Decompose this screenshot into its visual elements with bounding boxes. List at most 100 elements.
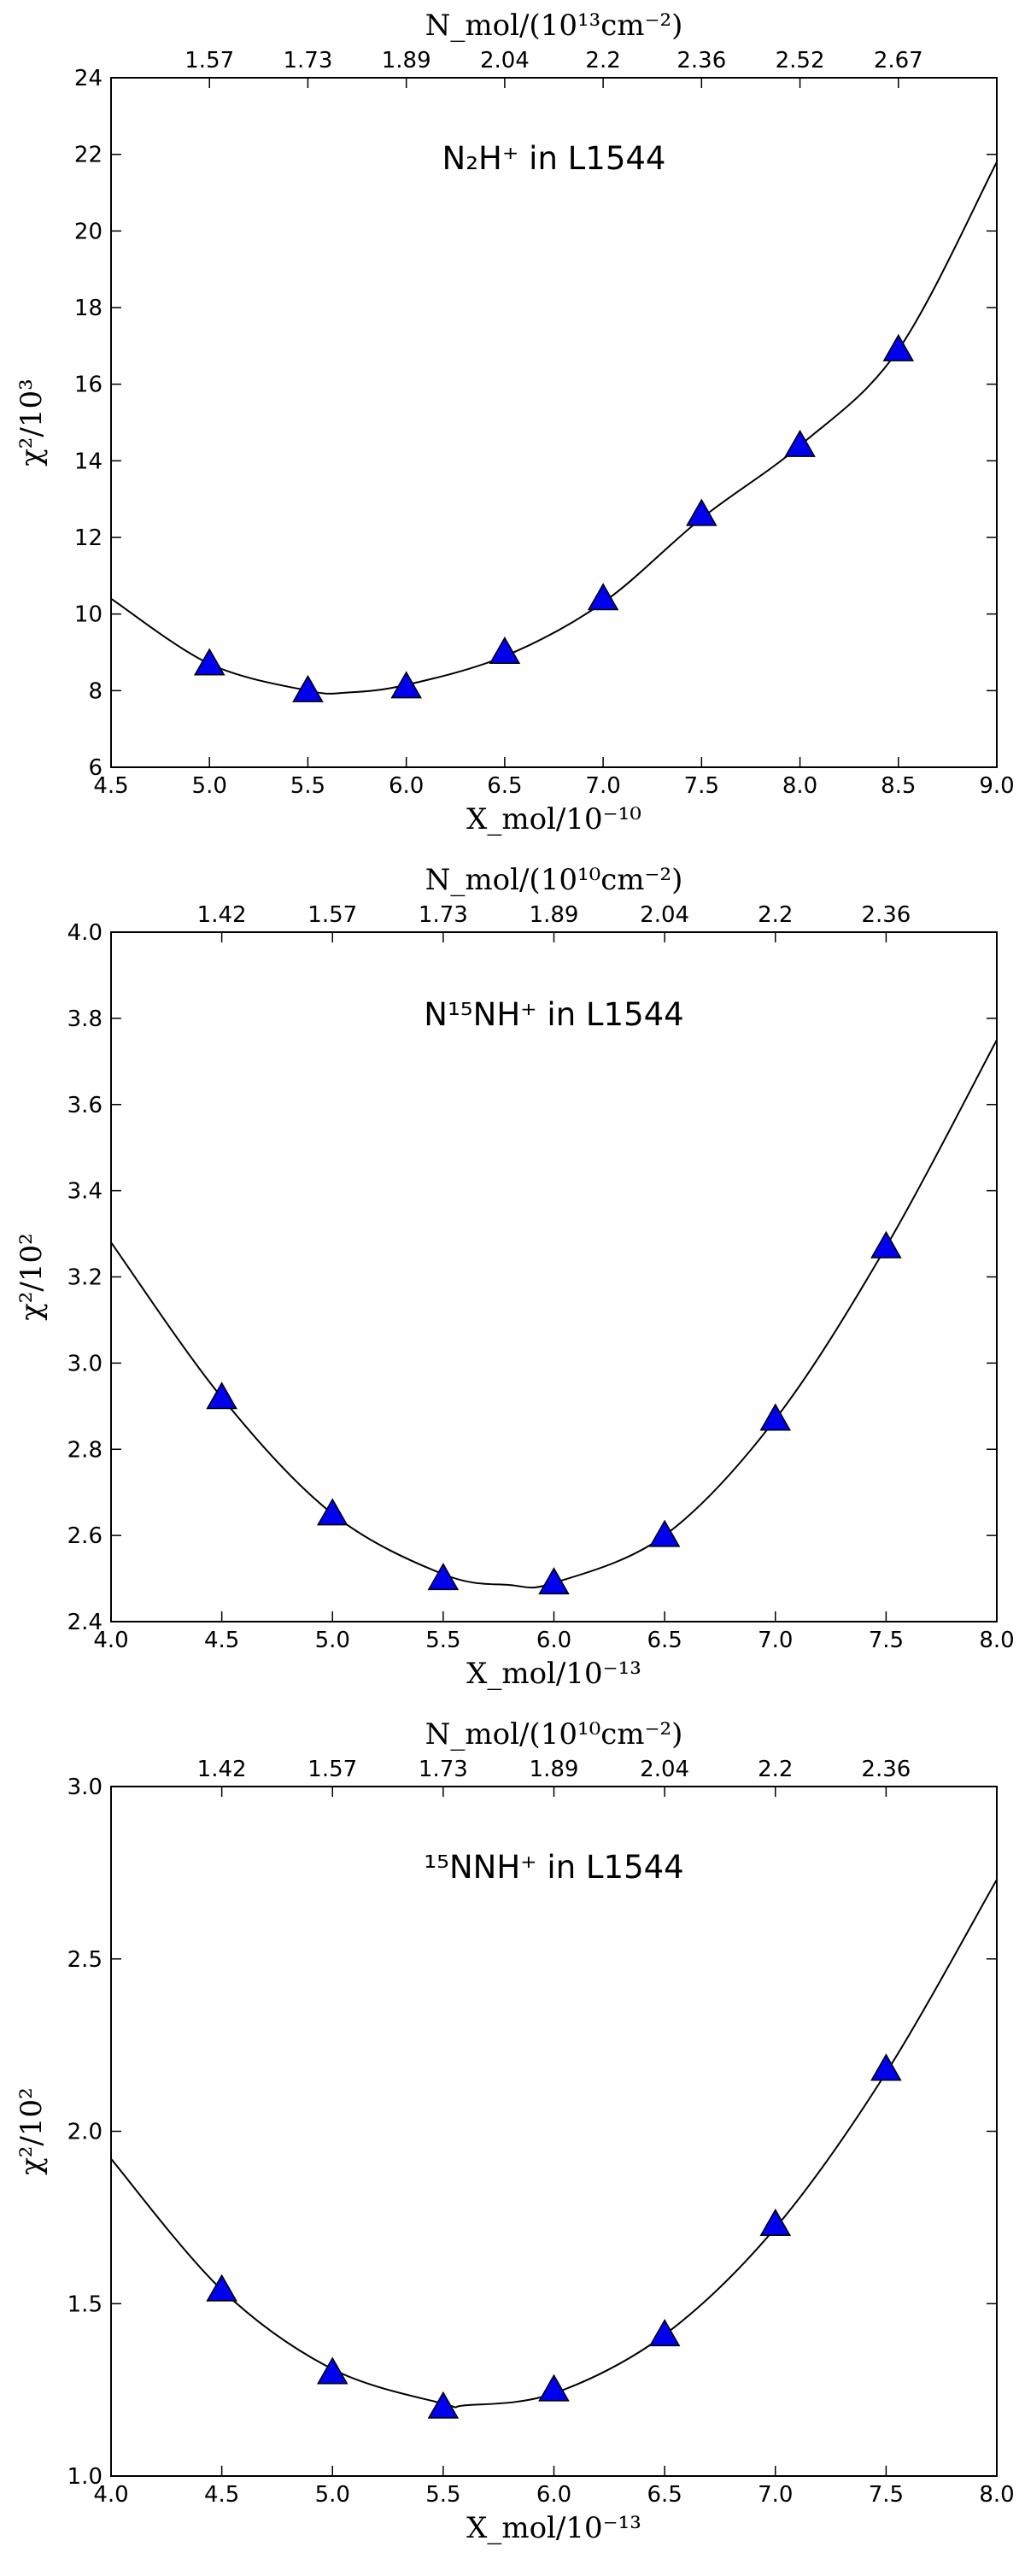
- x-tick-label: 8.0: [979, 2482, 1014, 2508]
- top-tick-label: 1.57: [184, 48, 234, 73]
- top-tick-label: 2.36: [861, 1757, 911, 1782]
- top-tick-label: 2.04: [640, 902, 689, 928]
- y-tick-label: 1.0: [67, 2464, 102, 2490]
- x-tick-label: 4.5: [204, 2482, 239, 2508]
- data-point-triangle: [784, 429, 816, 457]
- top-axis-label: N_mol/(10¹⁰cm⁻²): [425, 863, 683, 897]
- y-tick-label: 18: [74, 296, 102, 321]
- x-tick-label: 8.0: [979, 1628, 1014, 1653]
- chart-title: ¹⁵NNH⁺ in L1544: [424, 1849, 683, 1886]
- top-tick-label: 2.36: [676, 48, 726, 73]
- x-tick-label: 9.0: [979, 773, 1014, 799]
- top-tick-label: 1.57: [308, 1757, 357, 1782]
- y-tick-label: 24: [74, 66, 102, 91]
- top-tick-label: 2.04: [640, 1757, 689, 1782]
- x-tick-label: 8.0: [782, 773, 817, 799]
- y-axis-label: χ²/10²: [15, 1233, 49, 1321]
- chart-panel-2: 4.0 4.5 5.0 5.5 6.0 6.5 7.0 7.5 8.0 2.4 2.6 2.8 3.0 3…: [15, 863, 1015, 1691]
- data-point-triangle: [206, 2274, 237, 2302]
- data-point-triangle: [316, 1498, 348, 1526]
- top-tick-label: 1.42: [197, 902, 247, 928]
- x-tick-label: 7.0: [758, 2482, 793, 2508]
- top-tick-label: 2.2: [758, 1757, 793, 1782]
- x-tick-label: 7.0: [758, 1628, 793, 1653]
- x-tick-label: 5.0: [192, 773, 227, 799]
- fit-curve: [110, 1879, 998, 2409]
- x-tick-label: 6.5: [487, 773, 522, 799]
- data-point-triangle: [538, 1567, 570, 1595]
- data-point-triangle: [686, 498, 718, 526]
- x-tick-label: 7.5: [684, 773, 719, 799]
- y-tick-label: 3.6: [67, 1093, 102, 1118]
- chart-panel-3: 4.0 4.5 5.0 5.5 6.0 6.5 7.0 7.5 8.0 1.0 1.5 2.0 2.5 3…: [15, 1717, 1015, 2545]
- y-axis-label: χ²/10²: [15, 2087, 49, 2175]
- y-tick-label: 10: [74, 602, 102, 628]
- top-tick-label: 2.52: [776, 48, 825, 73]
- x-tick-label: 4.0: [93, 1628, 128, 1653]
- top-tick-label: 2.67: [874, 48, 923, 73]
- y-tick-label: 3.4: [67, 1179, 102, 1205]
- y-tick-label: 20: [74, 219, 102, 244]
- top-tick-label: 1.42: [197, 1757, 247, 1782]
- y-tick-label: 2.8: [67, 1437, 102, 1463]
- data-point-triangle: [648, 1519, 681, 1547]
- y-tick-label: 2.5: [67, 1947, 102, 1973]
- data-point-triangle: [648, 2319, 681, 2347]
- y-tick-label: 4.0: [67, 920, 102, 946]
- plot-frame: [110, 77, 998, 768]
- y-axis-label: χ²/10³: [15, 378, 49, 466]
- top-tick-label: 1.89: [530, 1757, 579, 1782]
- y-tick-label: 3.0: [67, 1775, 102, 1800]
- x-tick-label: 5.5: [425, 2482, 460, 2508]
- data-point-triangle: [206, 1382, 237, 1410]
- x-tick-label: 4.5: [204, 1628, 239, 1653]
- y-tick-label: 8: [88, 678, 102, 704]
- x-tick-label: 4.5: [93, 773, 128, 799]
- x-tick-label: 7.5: [869, 2482, 904, 2508]
- data-point-triangle: [882, 333, 915, 361]
- chart-title: N¹⁵NH⁺ in L1544: [424, 996, 683, 1033]
- y-tick-label: 16: [74, 373, 102, 398]
- data-point-triangle: [193, 648, 226, 676]
- data-point-triangle: [316, 2356, 348, 2385]
- x-axis-label: X_mol/10⁻¹³: [466, 2511, 641, 2545]
- x-tick-label: 6.0: [536, 1628, 571, 1653]
- x-axis-label: X_mol/10⁻¹³: [466, 1657, 641, 1691]
- data-point-triangle: [870, 1230, 902, 1259]
- chart-panel-1: 4.5 5.0 5.5 6.0 6.5 7.0 7.5 8.0 8.5 9.0 6 8 10 12 14 16…: [15, 9, 1015, 836]
- top-tick-label: 2.2: [585, 48, 620, 73]
- x-tick-label: 5.0: [315, 1628, 350, 1653]
- data-point-triangle: [489, 636, 521, 664]
- data-point-triangle: [759, 1403, 792, 1431]
- x-tick-label: 8.5: [881, 773, 916, 799]
- x-tick-label: 5.5: [290, 773, 325, 799]
- data-point-triangle: [759, 2208, 792, 2236]
- top-tick-label: 1.73: [419, 1757, 468, 1782]
- x-tick-label: 7.0: [585, 773, 620, 799]
- x-tick-label: 7.5: [869, 1628, 904, 1653]
- plot-frame: [110, 1786, 998, 2477]
- y-tick-label: 2.0: [67, 2120, 102, 2145]
- top-tick-label: 1.57: [308, 902, 357, 928]
- data-point-triangle: [292, 674, 324, 702]
- top-tick-label: 1.73: [419, 902, 468, 928]
- data-point-triangle: [587, 583, 619, 611]
- x-tick-label: 4.0: [93, 2482, 128, 2508]
- fit-curve: [110, 1039, 998, 1589]
- top-axis-label: N_mol/(10¹³cm⁻²): [425, 9, 683, 43]
- data-point-triangle: [870, 2053, 902, 2081]
- y-tick-label: 14: [74, 449, 102, 474]
- y-tick-label: 3.8: [67, 1006, 102, 1032]
- top-tick-label: 1.89: [530, 902, 579, 928]
- data-point-triangle: [427, 1563, 460, 1591]
- x-tick-label: 6.0: [536, 2482, 571, 2508]
- top-axis-label: N_mol/(10¹⁰cm⁻²): [425, 1717, 683, 1752]
- y-tick-label: 3.2: [67, 1265, 102, 1291]
- x-tick-label: 6.0: [389, 773, 424, 799]
- x-tick-label: 5.0: [315, 2482, 350, 2508]
- fit-curve: [110, 161, 998, 695]
- x-tick-label: 5.5: [425, 1628, 460, 1653]
- y-tick-label: 22: [74, 143, 102, 168]
- top-tick-label: 2.2: [758, 902, 793, 928]
